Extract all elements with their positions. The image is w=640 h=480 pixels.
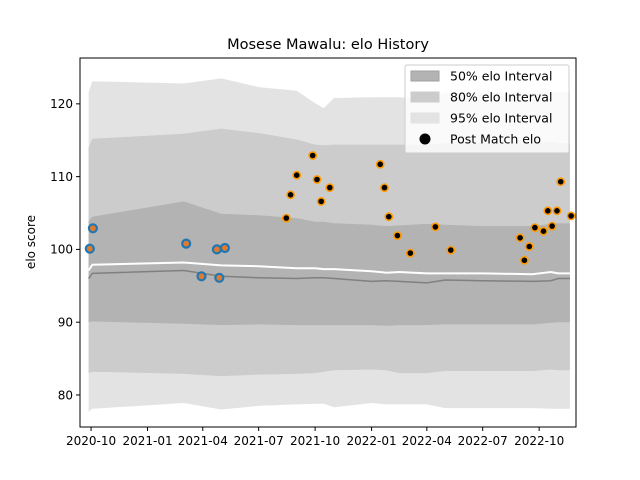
data-point — [515, 233, 525, 243]
legend-label: 80% elo Interval — [450, 90, 552, 105]
chart-title: Mosese Mawalu: elo History — [227, 37, 429, 53]
data-point — [552, 206, 562, 216]
data-point — [181, 238, 192, 249]
data-point — [524, 242, 534, 251]
legend-label: 50% elo Interval — [450, 69, 552, 84]
data-point — [211, 244, 222, 255]
y-tick-label: 100 — [50, 243, 73, 257]
legend-swatch — [410, 70, 440, 82]
legend-frame — [404, 64, 570, 154]
x-tick-label: 2021-07 — [234, 434, 284, 448]
data-point — [308, 151, 318, 160]
data-point — [375, 159, 385, 169]
data-point — [430, 222, 440, 232]
data-point — [392, 231, 402, 240]
data-point — [566, 211, 576, 221]
x-tick-label: 2021-04 — [178, 434, 228, 448]
data-point — [219, 242, 230, 254]
mean-line-layer — [87, 261, 570, 276]
data-point — [214, 272, 225, 283]
data-point — [556, 177, 566, 187]
plot-frame — [79, 57, 577, 428]
data-point — [84, 243, 95, 254]
data-point — [530, 223, 540, 232]
x-tick-label: 2021-01 — [122, 434, 172, 448]
points-layer — [84, 151, 576, 283]
data-point — [325, 183, 335, 192]
data-point — [380, 183, 389, 192]
band-50 — [88, 201, 570, 326]
data-point — [312, 175, 322, 184]
y-tick-label: 120 — [50, 97, 73, 111]
data-point — [87, 223, 99, 234]
x-tick-label: 2022-04 — [402, 434, 452, 448]
data-point — [281, 213, 291, 223]
x-tick-label: 2020-10 — [66, 434, 116, 448]
data-point — [405, 248, 415, 258]
legend-swatch — [410, 91, 440, 103]
y-tick-label: 80 — [58, 388, 73, 402]
data-point — [292, 170, 302, 180]
band-50-area — [88, 201, 570, 326]
data-point — [520, 255, 529, 265]
x-axis: 2020-10 2021-01 2021-04 2021-07 2021-10 2022-… — [66, 427, 564, 448]
legend-marker — [419, 133, 431, 145]
data-point — [316, 196, 326, 206]
y-tick-label: 110 — [50, 170, 73, 184]
y-axis-label: elo score — [24, 215, 38, 269]
x-tick-label: 2022-01 — [347, 434, 397, 448]
legend: 50% elo Interval 80% elo Interval 95% elo … — [404, 64, 570, 154]
data-point — [539, 226, 548, 236]
data-point — [286, 190, 295, 200]
data-point — [196, 271, 207, 282]
x-tick-label: 2022-10 — [514, 434, 564, 448]
data-point — [384, 212, 394, 222]
y-tick-label: 90 — [58, 315, 73, 329]
plot-area — [84, 78, 576, 412]
legend-label: 95% elo Interval — [450, 111, 552, 126]
y-axis: 80 90 100 110 120 — [50, 97, 80, 402]
legend-swatch — [410, 112, 440, 124]
x-tick-label: 2021-10 — [290, 434, 340, 448]
legend-label: Post Match elo — [450, 132, 541, 147]
x-tick-label: 2022-07 — [458, 434, 508, 448]
data-point — [446, 245, 456, 255]
mean-line — [87, 261, 570, 276]
data-point — [543, 206, 553, 216]
data-point — [547, 221, 557, 231]
